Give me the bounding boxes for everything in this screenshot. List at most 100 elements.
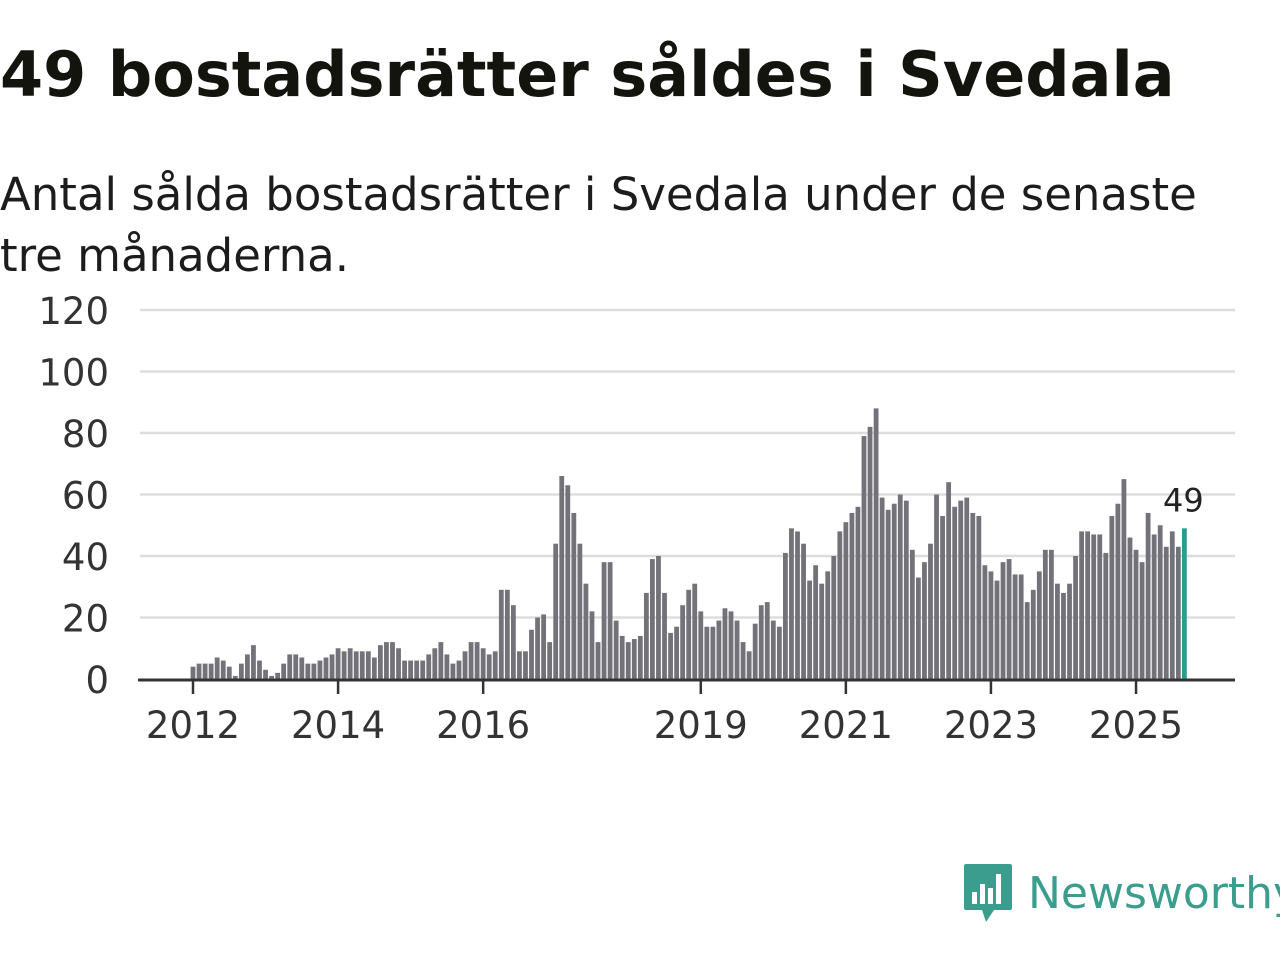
bar bbox=[329, 654, 335, 679]
bar bbox=[764, 602, 770, 679]
bar bbox=[523, 651, 528, 679]
bar bbox=[1103, 552, 1109, 679]
bar bbox=[529, 629, 534, 679]
bar bbox=[214, 657, 220, 679]
bar bbox=[559, 476, 565, 679]
bar bbox=[396, 648, 401, 679]
bar bbox=[365, 651, 371, 679]
x-tick-label: 2012 bbox=[146, 704, 240, 747]
bar bbox=[474, 642, 480, 679]
y-axis-ticks: 0 20 40 60 80 100 120 bbox=[38, 290, 109, 702]
bar bbox=[819, 583, 825, 679]
bar bbox=[498, 589, 504, 679]
bar bbox=[384, 642, 389, 679]
bar bbox=[728, 611, 734, 679]
page-title: 49 bostadsrätter såldes i Svedala bbox=[0, 38, 1175, 111]
bar bbox=[202, 663, 208, 679]
page-subtitle: Antal sålda bostadsrätter i Svedala unde… bbox=[0, 168, 1197, 282]
bar bbox=[565, 485, 571, 679]
bar bbox=[595, 642, 601, 679]
bar bbox=[982, 565, 988, 679]
bar bbox=[263, 669, 268, 679]
bar bbox=[492, 651, 498, 679]
bar bbox=[553, 543, 559, 679]
bar bbox=[245, 654, 250, 679]
bar bbox=[257, 660, 262, 679]
bar bbox=[722, 608, 728, 679]
bar bbox=[547, 642, 553, 679]
y-tick-label: 80 bbox=[62, 413, 109, 456]
bar bbox=[1042, 549, 1048, 679]
bar bbox=[432, 648, 438, 679]
bar bbox=[486, 654, 492, 679]
bar bbox=[299, 657, 305, 679]
bar bbox=[541, 614, 547, 679]
bar bbox=[916, 577, 921, 679]
bar bbox=[335, 648, 341, 679]
bar bbox=[456, 660, 462, 679]
bar bbox=[402, 660, 407, 679]
bar bbox=[813, 565, 819, 679]
bar bbox=[637, 635, 643, 679]
bar bbox=[504, 589, 510, 679]
bar bbox=[789, 528, 794, 679]
bar bbox=[589, 611, 595, 679]
bar bbox=[1163, 546, 1169, 679]
bar bbox=[510, 605, 516, 679]
bar bbox=[619, 635, 625, 679]
bar bbox=[1061, 592, 1066, 679]
bar bbox=[1115, 503, 1121, 679]
bar bbox=[631, 639, 637, 679]
bar bbox=[716, 620, 722, 679]
bar bbox=[970, 512, 976, 679]
bar bbox=[928, 543, 933, 679]
bar bbox=[535, 617, 540, 679]
x-axis-ticks: 2012 2014 2016 2019 2021 2023 2025 bbox=[146, 680, 1183, 747]
bar bbox=[517, 651, 522, 679]
bar bbox=[190, 666, 196, 679]
bar bbox=[450, 663, 456, 679]
bar bbox=[879, 497, 885, 679]
bar bbox=[752, 623, 758, 679]
bar bbox=[867, 426, 873, 679]
bar bbox=[275, 672, 281, 679]
y-tick-label: 20 bbox=[62, 598, 109, 641]
bar bbox=[1018, 574, 1024, 679]
x-tick-label: 2023 bbox=[944, 704, 1038, 747]
bar bbox=[940, 516, 945, 679]
bar bbox=[1151, 534, 1157, 679]
bar bbox=[1169, 531, 1175, 679]
y-tick-label: 60 bbox=[62, 475, 109, 518]
bar bbox=[976, 516, 982, 679]
bar bbox=[1079, 531, 1085, 679]
y-tick-label: 40 bbox=[62, 536, 109, 579]
x-tick-label: 2019 bbox=[654, 704, 748, 747]
bar bbox=[952, 506, 958, 679]
bar bbox=[414, 660, 420, 679]
brand-logo: Newsworthy bbox=[962, 862, 1280, 924]
bar-chart: 0 20 40 60 80 100 120 2012 2014 2016 2019 2021 2023… bbox=[38, 290, 1235, 747]
grid-lines bbox=[140, 308, 1235, 619]
bar bbox=[208, 663, 214, 679]
bar bbox=[946, 482, 952, 679]
bar bbox=[1000, 562, 1006, 679]
bar bbox=[607, 562, 613, 679]
bar bbox=[988, 571, 994, 679]
bar bbox=[1036, 571, 1042, 679]
bar bbox=[656, 556, 661, 679]
bar bbox=[1175, 546, 1181, 679]
bar bbox=[444, 654, 450, 679]
bar bbox=[740, 642, 746, 679]
bar bbox=[680, 605, 686, 679]
bar bbox=[994, 580, 1000, 679]
bar bbox=[958, 500, 964, 679]
bar bbox=[662, 592, 667, 679]
bar bbox=[1055, 583, 1060, 679]
bar bbox=[1067, 583, 1072, 679]
bar bbox=[251, 645, 256, 679]
bar bbox=[1012, 574, 1018, 679]
bar bbox=[903, 500, 909, 679]
bar bbox=[287, 654, 293, 679]
bar bbox=[371, 657, 377, 679]
bar bbox=[353, 651, 359, 679]
